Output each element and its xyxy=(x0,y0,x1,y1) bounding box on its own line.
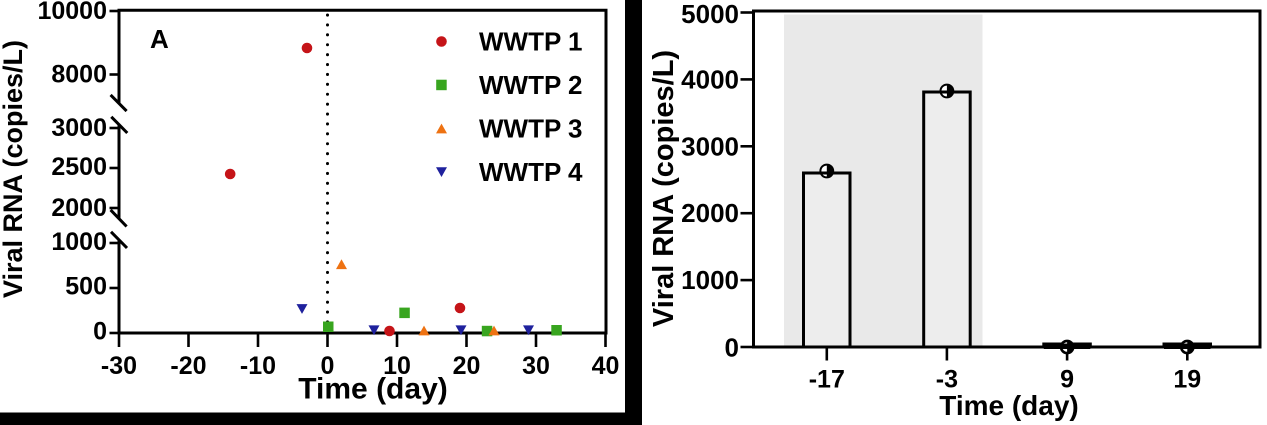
svg-text:2000: 2000 xyxy=(51,194,107,222)
svg-text:2000: 2000 xyxy=(681,198,739,228)
svg-text:10000: 10000 xyxy=(37,0,107,25)
svg-text:4000: 4000 xyxy=(681,64,739,94)
svg-text:WWTP 4: WWTP 4 xyxy=(479,157,583,187)
svg-text:500: 500 xyxy=(65,273,107,301)
svg-text:-3: -3 xyxy=(936,366,958,394)
svg-text:1000: 1000 xyxy=(51,228,107,256)
svg-text:-17: -17 xyxy=(809,366,845,394)
svg-text:Time (day): Time (day) xyxy=(298,373,448,406)
svg-text:-20: -20 xyxy=(170,352,206,380)
svg-text:WWTP 1: WWTP 1 xyxy=(479,27,583,57)
svg-text:0: 0 xyxy=(321,352,335,380)
svg-text:Viral RNA (copies/L): Viral RNA (copies/L) xyxy=(648,50,680,327)
svg-text:30: 30 xyxy=(522,352,550,380)
svg-text:WWTP 2: WWTP 2 xyxy=(479,70,583,100)
svg-text:8000: 8000 xyxy=(51,61,107,89)
svg-text:10: 10 xyxy=(383,352,411,380)
svg-text:Viral RNA (copies/L): Viral RNA (copies/L) xyxy=(0,40,28,298)
svg-text:-30: -30 xyxy=(101,352,137,380)
svg-text:19: 19 xyxy=(1173,366,1201,394)
svg-text:Time (day): Time (day) xyxy=(939,390,1079,421)
svg-text:2500: 2500 xyxy=(51,153,107,181)
svg-text:-10: -10 xyxy=(240,352,276,380)
svg-text:40: 40 xyxy=(592,352,620,380)
svg-text:A: A xyxy=(150,24,169,54)
svg-text:0: 0 xyxy=(725,333,739,363)
svg-text:20: 20 xyxy=(453,352,481,380)
svg-text:3000: 3000 xyxy=(681,131,739,161)
svg-text:9: 9 xyxy=(1060,366,1074,394)
svg-text:0: 0 xyxy=(93,318,107,346)
svg-text:3000: 3000 xyxy=(51,114,107,142)
svg-text:5000: 5000 xyxy=(681,0,739,29)
svg-text:1000: 1000 xyxy=(681,265,739,295)
svg-text:WWTP 3: WWTP 3 xyxy=(479,114,583,144)
